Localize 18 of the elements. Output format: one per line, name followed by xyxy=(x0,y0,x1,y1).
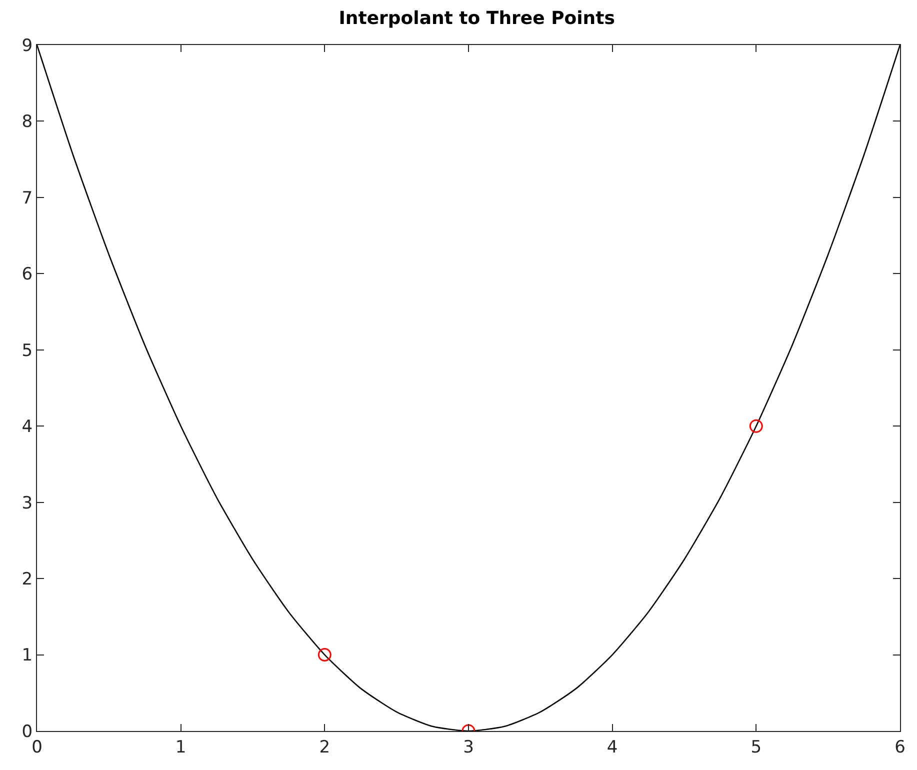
y-tick-label: 6 xyxy=(22,264,33,285)
x-tick-label: 1 xyxy=(175,737,186,758)
y-tick-label: 2 xyxy=(22,570,33,590)
y-tick-label: 0 xyxy=(22,722,33,742)
y-tick-label: 1 xyxy=(22,646,33,666)
line-series xyxy=(37,45,900,731)
y-tick-label: 3 xyxy=(22,493,33,514)
y-tick-label: 4 xyxy=(22,417,33,438)
y-tick-label: 5 xyxy=(22,340,33,361)
x-tick-label: 2 xyxy=(319,737,330,758)
chart-title: Interpolant to Three Points xyxy=(338,8,615,30)
x-tick-label: 3 xyxy=(463,737,474,758)
y-tick-label: 7 xyxy=(22,188,33,208)
x-tick-label: 5 xyxy=(750,737,762,758)
y-tick-label: 9 xyxy=(22,36,33,56)
x-tick-label: 6 xyxy=(894,737,906,758)
y-tick-label: 8 xyxy=(22,112,33,132)
x-tick-label: 4 xyxy=(606,737,618,758)
